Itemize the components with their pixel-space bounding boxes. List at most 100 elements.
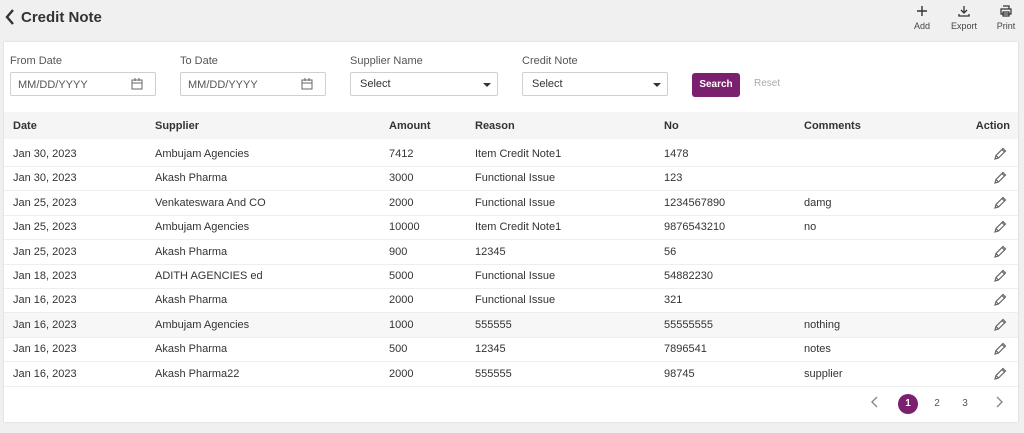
action-icon	[958, 5, 970, 17]
edit-button[interactable]	[992, 366, 1008, 382]
table-cell: Jan 30, 2023	[13, 148, 77, 160]
edit-button[interactable]	[992, 268, 1008, 284]
filter-input[interactable]: Select	[350, 72, 498, 96]
filter-input[interactable]: MM/DD/YYYY	[10, 72, 156, 96]
table-cell: Jan 30, 2023	[13, 172, 77, 184]
select-value: Select	[532, 78, 563, 90]
back-arrow[interactable]	[4, 8, 16, 31]
edit-button[interactable]	[992, 317, 1008, 333]
header-action[interactable]: Export	[944, 5, 984, 33]
prev-page[interactable]	[870, 395, 880, 414]
column-header: Date	[13, 120, 37, 132]
column-header: Amount	[389, 120, 431, 132]
table-cell: notes	[804, 343, 831, 355]
table-cell: 900	[389, 246, 407, 258]
table-cell: Akash Pharma	[155, 246, 227, 258]
action-label: Add	[902, 21, 942, 31]
table-cell: 98745	[664, 368, 695, 380]
date-placeholder: MM/DD/YYYY	[188, 79, 258, 91]
filter-label: From Date	[10, 55, 62, 67]
table-cell: Jan 25, 2023	[13, 197, 77, 209]
action-icon	[916, 5, 928, 17]
filter-input[interactable]: MM/DD/YYYY	[180, 72, 326, 96]
table-cell: 500	[389, 343, 407, 355]
pencil-icon	[992, 219, 1008, 235]
chevron-right	[994, 395, 1004, 409]
table-cell: 1000	[389, 319, 413, 331]
search-button[interactable]: Search	[692, 73, 740, 97]
page-number[interactable]: 3	[955, 394, 975, 414]
action-label: Print	[986, 21, 1024, 31]
table-cell: 555555	[475, 368, 512, 380]
table-cell: Venkateswara And CO	[155, 197, 266, 209]
table-cell: Ambujam Agencies	[155, 319, 249, 331]
table-cell: 12345	[475, 343, 506, 355]
table-cell: Ambujam Agencies	[155, 221, 249, 233]
edit-button[interactable]	[992, 146, 1008, 162]
calendar-icon	[131, 78, 143, 90]
page-title: Credit Note	[21, 9, 102, 26]
back-icon	[4, 8, 16, 26]
pencil-icon	[992, 292, 1008, 308]
content-card: From DateMM/DD/YYYYTo DateMM/DD/YYYYSupp…	[4, 42, 1018, 422]
column-header: No	[664, 120, 679, 132]
edit-button[interactable]	[992, 219, 1008, 235]
filter-label: Supplier Name	[350, 55, 423, 67]
edit-button[interactable]	[992, 244, 1008, 260]
edit-button[interactable]	[992, 341, 1008, 357]
table-cell: 2000	[389, 197, 413, 209]
table-cell: Akash Pharma	[155, 343, 227, 355]
table-cell: supplier	[804, 368, 843, 380]
next-page[interactable]	[994, 395, 1004, 414]
table-cell: 54882230	[664, 270, 713, 282]
table-cell: 123	[664, 172, 682, 184]
column-header: Supplier	[155, 120, 199, 132]
table-cell: Item Credit Note1	[475, 221, 561, 233]
pencil-icon	[992, 366, 1008, 382]
table-cell: Jan 25, 2023	[13, 246, 77, 258]
table-cell: 10000	[389, 221, 420, 233]
table-cell: Akash Pharma	[155, 294, 227, 306]
pencil-icon	[992, 341, 1008, 357]
edit-button[interactable]	[992, 292, 1008, 308]
pencil-icon	[992, 146, 1008, 162]
table-cell: 56	[664, 246, 676, 258]
pencil-icon	[992, 268, 1008, 284]
table-cell: Jan 16, 2023	[13, 294, 77, 306]
table-cell: 2000	[389, 294, 413, 306]
filter-input[interactable]: Select	[522, 72, 668, 96]
dropdown-caret	[653, 83, 661, 88]
table-cell: 555555	[475, 319, 512, 331]
dropdown-caret	[483, 83, 491, 88]
table-cell: 7896541	[664, 343, 707, 355]
edit-button[interactable]	[992, 195, 1008, 211]
column-header: Reason	[475, 120, 515, 132]
pencil-icon	[992, 170, 1008, 186]
table-cell: Functional Issue	[475, 172, 555, 184]
table-cell: Jan 16, 2023	[13, 319, 77, 331]
table-cell: Jan 25, 2023	[13, 221, 77, 233]
pencil-icon	[992, 195, 1008, 211]
reset-button[interactable]: Reset	[754, 78, 780, 89]
table-cell: Item Credit Note1	[475, 148, 561, 160]
pencil-icon	[992, 244, 1008, 260]
edit-button[interactable]	[992, 170, 1008, 186]
header-action[interactable]: Add	[902, 5, 942, 33]
table-cell: Akash Pharma	[155, 172, 227, 184]
table-cell: Jan 16, 2023	[13, 368, 77, 380]
column-header: Comments	[804, 120, 861, 132]
table-cell: 1478	[664, 148, 688, 160]
page-number[interactable]: 1	[898, 394, 918, 414]
table-cell: nothing	[804, 319, 840, 331]
table-cell: 55555555	[664, 319, 713, 331]
table-cell: Akash Pharma22	[155, 368, 239, 380]
table-cell: 1234567890	[664, 197, 725, 209]
pencil-icon	[992, 317, 1008, 333]
table-cell: 12345	[475, 246, 506, 258]
table-cell: 7412	[389, 148, 413, 160]
table-cell: damg	[804, 197, 832, 209]
header-action[interactable]: Print	[986, 5, 1024, 33]
filter-label: Credit Note	[522, 55, 578, 67]
page-number[interactable]: 2	[927, 394, 947, 414]
